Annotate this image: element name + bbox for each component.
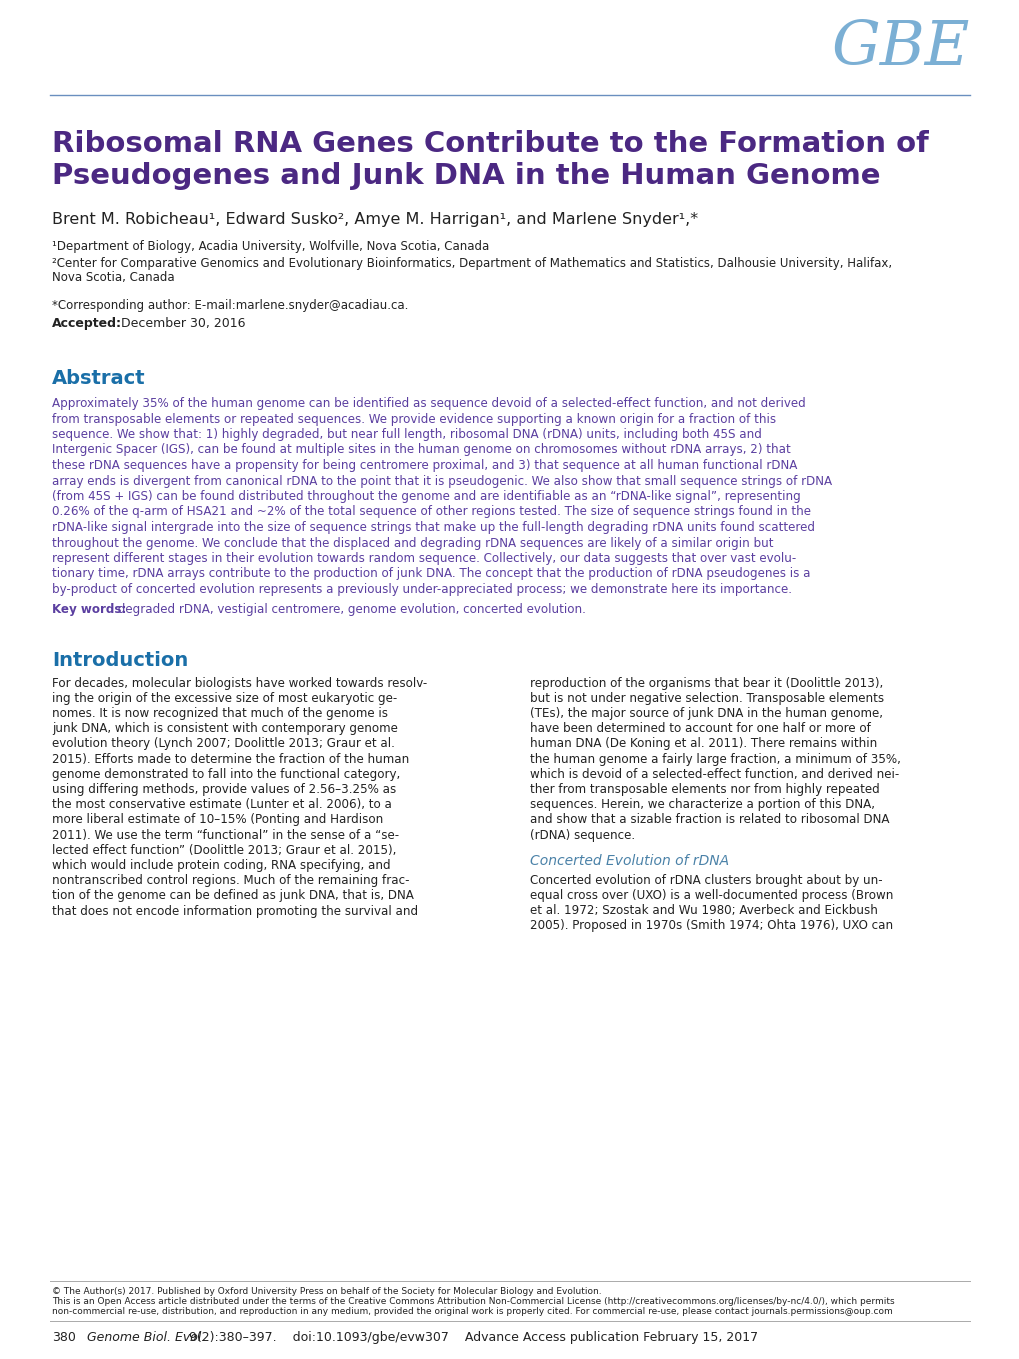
Text: ing the origin of the excessive size of most eukaryotic ge-: ing the origin of the excessive size of … (52, 692, 396, 705)
Text: Concerted evolution of rDNA clusters brought about by un-: Concerted evolution of rDNA clusters bro… (530, 874, 881, 886)
Text: *Corresponding author: E-mail:marlene.snyder@acadiau.ca.: *Corresponding author: E-mail:marlene.sn… (52, 299, 408, 313)
Text: 2015). Efforts made to determine the fraction of the human: 2015). Efforts made to determine the fra… (52, 753, 409, 765)
Text: array ends is divergent from canonical rDNA to the point that it is pseudogenic.: array ends is divergent from canonical r… (52, 474, 832, 488)
Text: ²Center for Comparative Genomics and Evolutionary Bioinformatics, Department of : ²Center for Comparative Genomics and Evo… (52, 257, 892, 270)
Text: lected effect function” (Doolittle 2013; Graur et al. 2015),: lected effect function” (Doolittle 2013;… (52, 844, 396, 856)
Text: tionary time, rDNA arrays contribute to the production of junk DNA. The concept : tionary time, rDNA arrays contribute to … (52, 568, 810, 580)
Text: using differing methods, provide values of 2.56–3.25% as: using differing methods, provide values … (52, 783, 395, 796)
Text: Concerted Evolution of rDNA: Concerted Evolution of rDNA (530, 853, 729, 867)
Text: Ribosomal RNA Genes Contribute to the Formation of: Ribosomal RNA Genes Contribute to the Fo… (52, 130, 928, 158)
Text: Intergenic Spacer (IGS), can be found at multiple sites in the human genome on c: Intergenic Spacer (IGS), can be found at… (52, 443, 790, 457)
Text: throughout the genome. We conclude that the displaced and degrading rDNA sequenc: throughout the genome. We conclude that … (52, 537, 772, 549)
Text: 2011). We use the term “functional” in the sense of a “se-: 2011). We use the term “functional” in t… (52, 829, 398, 841)
Text: the most conservative estimate (Lunter et al. 2006), to a: the most conservative estimate (Lunter e… (52, 798, 391, 811)
Text: have been determined to account for one half or more of: have been determined to account for one … (530, 722, 870, 735)
Text: 2005). Proposed in 1970s (Smith 1974; Ohta 1976), UXO can: 2005). Proposed in 1970s (Smith 1974; Oh… (530, 919, 893, 932)
Text: that does not encode information promoting the survival and: that does not encode information promoti… (52, 905, 418, 917)
Text: these rDNA sequences have a propensity for being centromere proximal, and 3) tha: these rDNA sequences have a propensity f… (52, 459, 797, 472)
Text: nomes. It is now recognized that much of the genome is: nomes. It is now recognized that much of… (52, 707, 387, 720)
Text: 9(2):380–397.    doi:10.1093/gbe/evw307    Advance Access publication February 1: 9(2):380–397. doi:10.1093/gbe/evw307 Adv… (184, 1330, 757, 1344)
Text: (TEs), the major source of junk DNA in the human genome,: (TEs), the major source of junk DNA in t… (530, 707, 882, 720)
Text: more liberal estimate of 10–15% (Ponting and Hardison: more liberal estimate of 10–15% (Ponting… (52, 813, 383, 826)
Text: reproduction of the organisms that bear it (Doolittle 2013),: reproduction of the organisms that bear … (530, 677, 882, 689)
Text: but is not under negative selection. Transposable elements: but is not under negative selection. Tra… (530, 692, 883, 705)
Text: Accepted:: Accepted: (52, 317, 122, 330)
Text: ¹Department of Biology, Acadia University, Wolfville, Nova Scotia, Canada: ¹Department of Biology, Acadia Universit… (52, 241, 489, 253)
Text: from transposable elements or repeated sequences. We provide evidence supporting: from transposable elements or repeated s… (52, 413, 775, 425)
Text: This is an Open Access article distributed under the terms of the Creative Commo: This is an Open Access article distribut… (52, 1296, 894, 1306)
Text: Genome Biol. Evol.: Genome Biol. Evol. (87, 1330, 205, 1344)
Text: evolution theory (Lynch 2007; Doolittle 2013; Graur et al.: evolution theory (Lynch 2007; Doolittle … (52, 738, 394, 750)
Text: © The Author(s) 2017. Published by Oxford University Press on behalf of the Soci: © The Author(s) 2017. Published by Oxfor… (52, 1287, 601, 1296)
Text: et al. 1972; Szostak and Wu 1980; Averbeck and Eickbush: et al. 1972; Szostak and Wu 1980; Averbe… (530, 904, 877, 917)
Text: sequences. Herein, we characterize a portion of this DNA,: sequences. Herein, we characterize a por… (530, 798, 874, 811)
Text: Nova Scotia, Canada: Nova Scotia, Canada (52, 270, 174, 284)
Text: ther from transposable elements nor from highly repeated: ther from transposable elements nor from… (530, 783, 878, 796)
Text: and show that a sizable fraction is related to ribosomal DNA: and show that a sizable fraction is rela… (530, 813, 889, 826)
Text: Pseudogenes and Junk DNA in the Human Genome: Pseudogenes and Junk DNA in the Human Ge… (52, 162, 879, 190)
Text: equal cross over (UXO) is a well-documented process (Brown: equal cross over (UXO) is a well-documen… (530, 889, 893, 902)
Text: rDNA-like signal intergrade into the size of sequence strings that make up the f: rDNA-like signal intergrade into the siz… (52, 520, 814, 534)
Text: the human genome a fairly large fraction, a minimum of 35%,: the human genome a fairly large fraction… (530, 753, 900, 765)
Text: December 30, 2016: December 30, 2016 (117, 317, 246, 330)
Text: Key words:: Key words: (52, 602, 126, 616)
Text: represent different stages in their evolution towards random sequence. Collectiv: represent different stages in their evol… (52, 552, 796, 565)
Text: 0.26% of the q-arm of HSA21 and ~2% of the total sequence of other regions teste: 0.26% of the q-arm of HSA21 and ~2% of t… (52, 506, 810, 519)
Text: nontranscribed control regions. Much of the remaining frac-: nontranscribed control regions. Much of … (52, 874, 409, 887)
Text: Abstract: Abstract (52, 370, 146, 389)
Text: genome demonstrated to fall into the functional category,: genome demonstrated to fall into the fun… (52, 768, 399, 780)
Text: which would include protein coding, RNA specifying, and: which would include protein coding, RNA … (52, 859, 390, 872)
Text: human DNA (De Koning et al. 2011). There remains within: human DNA (De Koning et al. 2011). There… (530, 738, 876, 750)
Text: Approximately 35% of the human genome can be identified as sequence devoid of a : Approximately 35% of the human genome ca… (52, 397, 805, 410)
Text: Introduction: Introduction (52, 651, 189, 670)
Text: 380: 380 (52, 1330, 75, 1344)
Text: For decades, molecular biologists have worked towards resolv-: For decades, molecular biologists have w… (52, 677, 427, 689)
Text: by-product of concerted evolution represents a previously under-appreciated proc: by-product of concerted evolution repres… (52, 583, 791, 597)
Text: GBE: GBE (830, 18, 969, 77)
Text: tion of the genome can be defined as junk DNA, that is, DNA: tion of the genome can be defined as jun… (52, 889, 414, 902)
Text: (rDNA) sequence.: (rDNA) sequence. (530, 829, 635, 841)
Text: junk DNA, which is consistent with contemporary genome: junk DNA, which is consistent with conte… (52, 722, 397, 735)
Text: sequence. We show that: 1) highly degraded, but near full length, ribosomal DNA : sequence. We show that: 1) highly degrad… (52, 428, 761, 442)
Text: (from 45S + IGS) can be found distributed throughout the genome and are identifi: (from 45S + IGS) can be found distribute… (52, 491, 800, 503)
Text: degraded rDNA, vestigial centromere, genome evolution, concerted evolution.: degraded rDNA, vestigial centromere, gen… (114, 602, 585, 616)
Text: which is devoid of a selected-effect function, and derived nei-: which is devoid of a selected-effect fun… (530, 768, 899, 780)
Text: Brent M. Robicheau¹, Edward Susko², Amye M. Harrigan¹, and Marlene Snyder¹,*: Brent M. Robicheau¹, Edward Susko², Amye… (52, 212, 697, 227)
Text: non-commercial re-use, distribution, and reproduction in any medium, provided th: non-commercial re-use, distribution, and… (52, 1307, 892, 1316)
